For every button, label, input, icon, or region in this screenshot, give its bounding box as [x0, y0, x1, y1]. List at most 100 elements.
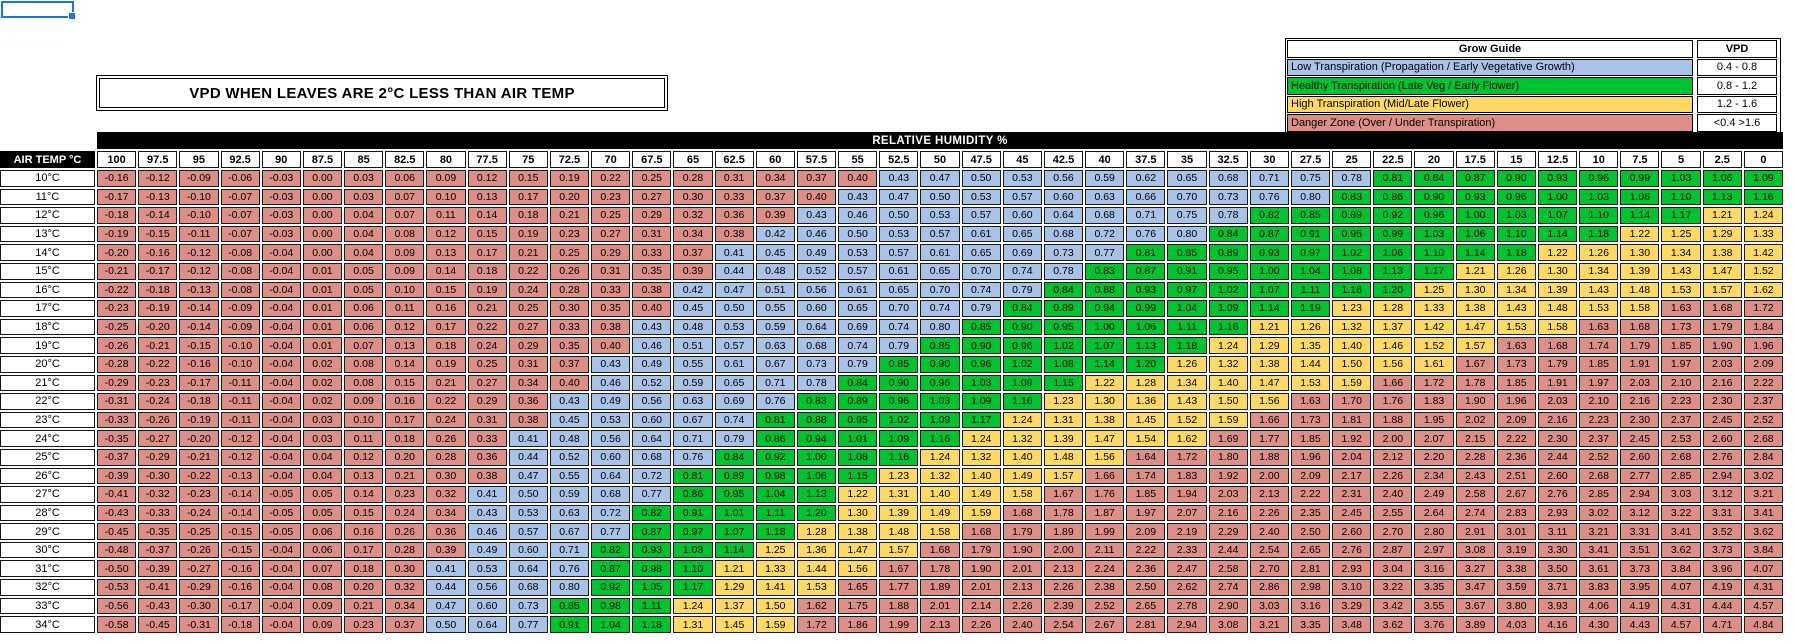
vpd-cell[interactable]: -0.08 — [220, 281, 260, 299]
vpd-cell[interactable]: 0.78 — [796, 374, 837, 392]
vpd-cell[interactable]: 0.95 — [1208, 262, 1248, 280]
vpd-cell[interactable]: -0.29 — [179, 579, 219, 596]
vpd-cell[interactable]: 0.38 — [714, 225, 754, 243]
vpd-cell[interactable]: 1.08 — [838, 448, 878, 466]
vpd-cell[interactable]: 0.23 — [549, 225, 590, 243]
vpd-cell[interactable]: 3.12 — [1702, 486, 1742, 503]
vpd-cell[interactable]: 0.56 — [591, 430, 631, 447]
vpd-cell[interactable]: 2.94 — [1167, 616, 1207, 633]
vpd-cell[interactable]: 0.73 — [1043, 244, 1084, 261]
vpd-cell[interactable]: 0.22 — [591, 170, 631, 187]
vpd-cell[interactable]: 3.31 — [1702, 504, 1742, 522]
vpd-cell[interactable]: 1.03 — [1661, 170, 1701, 187]
vpd-cell[interactable]: -0.04 — [261, 281, 301, 299]
humidity-header[interactable]: 97.5 — [138, 151, 178, 168]
vpd-cell[interactable]: 0.81 — [1373, 170, 1413, 187]
vpd-cell[interactable]: 0.24 — [385, 504, 425, 522]
vpd-cell[interactable]: 1.13 — [1702, 188, 1742, 206]
vpd-cell[interactable]: 1.26 — [1290, 318, 1331, 336]
vpd-cell[interactable]: 1.08 — [1043, 355, 1084, 373]
vpd-cell[interactable]: 0.35 — [549, 337, 590, 354]
vpd-cell[interactable]: -0.17 — [138, 262, 178, 280]
vpd-cell[interactable]: 0.84 — [1414, 170, 1454, 187]
vpd-cell[interactable]: 0.40 — [632, 300, 672, 317]
vpd-cell[interactable]: 0.29 — [591, 244, 631, 261]
vpd-cell[interactable]: 0.59 — [755, 318, 795, 336]
vpd-cell[interactable]: 0.60 — [796, 300, 837, 317]
vpd-cell[interactable]: 0.92 — [1373, 207, 1413, 224]
vpd-cell[interactable]: 2.00 — [1249, 467, 1289, 485]
humidity-header[interactable]: 45 — [1002, 151, 1042, 168]
vpd-cell[interactable]: 1.80 — [1208, 448, 1248, 466]
vpd-cell[interactable]: 2.98 — [1290, 579, 1331, 596]
vpd-cell[interactable]: 1.37 — [714, 597, 754, 615]
vpd-cell[interactable]: 1.47 — [1702, 262, 1742, 280]
vpd-cell[interactable]: 1.35 — [1290, 337, 1331, 354]
vpd-cell[interactable]: 2.53 — [1661, 430, 1701, 447]
vpd-cell[interactable]: 0.91 — [1290, 225, 1331, 243]
air-temp-row-label[interactable]: 18°C — [0, 318, 95, 336]
humidity-header[interactable]: 52.5 — [879, 151, 919, 168]
vpd-cell[interactable]: 0.14 — [467, 207, 507, 224]
vpd-cell[interactable]: 2.81 — [1290, 560, 1331, 578]
vpd-cell[interactable]: 0.90 — [961, 337, 1001, 354]
vpd-cell[interactable]: 0.09 — [344, 393, 384, 410]
vpd-cell[interactable]: 1.62 — [796, 597, 837, 615]
vpd-cell[interactable]: 0.24 — [426, 411, 466, 429]
vpd-cell[interactable]: 0.18 — [508, 207, 548, 224]
vpd-cell[interactable]: -0.04 — [261, 616, 301, 633]
vpd-cell[interactable]: 3.84 — [1743, 541, 1783, 559]
fill-handle[interactable] — [68, 12, 76, 20]
vpd-cell[interactable]: 0.19 — [549, 170, 590, 187]
vpd-cell[interactable]: 0.00 — [302, 244, 343, 261]
vpd-cell[interactable]: 4.19 — [1620, 597, 1660, 615]
vpd-cell[interactable]: 0.44 — [714, 262, 754, 280]
vpd-cell[interactable]: 0.84 — [838, 374, 878, 392]
vpd-cell[interactable]: 2.60 — [1702, 430, 1742, 447]
vpd-cell[interactable]: 0.21 — [508, 244, 548, 261]
vpd-cell[interactable]: 3.08 — [1208, 616, 1248, 633]
humidity-header[interactable]: 70 — [591, 151, 631, 168]
vpd-cell[interactable]: 2.50 — [1290, 523, 1331, 540]
vpd-cell[interactable]: 2.50 — [1126, 579, 1166, 596]
vpd-cell[interactable]: 0.43 — [879, 170, 919, 187]
vpd-cell[interactable]: 2.28 — [1455, 448, 1495, 466]
vpd-cell[interactable]: 3.10 — [1332, 579, 1372, 596]
vpd-cell[interactable]: 4.71 — [1702, 616, 1742, 633]
vpd-cell[interactable]: 2.45 — [1702, 411, 1742, 429]
vpd-cell[interactable]: 3.42 — [1373, 597, 1413, 615]
vpd-cell[interactable]: 2.17 — [1332, 467, 1372, 485]
vpd-cell[interactable]: 0.76 — [1126, 225, 1166, 243]
vpd-cell[interactable]: 2.07 — [1414, 430, 1454, 447]
vpd-cell[interactable]: 1.22 — [1085, 374, 1125, 392]
vpd-cell[interactable]: 1.85 — [1496, 374, 1536, 392]
vpd-cell[interactable]: 0.32 — [673, 207, 713, 224]
vpd-cell[interactable]: -0.29 — [97, 374, 137, 392]
vpd-cell[interactable]: 2.01 — [1002, 560, 1042, 578]
vpd-cell[interactable]: 3.50 — [1537, 560, 1578, 578]
vpd-cell[interactable]: 0.62 — [1126, 170, 1166, 187]
vpd-cell[interactable]: 0.15 — [426, 281, 466, 299]
vpd-cell[interactable]: 1.75 — [838, 597, 878, 615]
vpd-cell[interactable]: 1.57 — [1043, 467, 1084, 485]
vpd-cell[interactable]: 2.85 — [1661, 467, 1701, 485]
vpd-cell[interactable]: 0.12 — [467, 170, 507, 187]
vpd-cell[interactable]: 2.45 — [1332, 504, 1372, 522]
vpd-cell[interactable]: 0.50 — [838, 225, 878, 243]
vpd-cell[interactable]: 2.26 — [1002, 597, 1042, 615]
vpd-cell[interactable]: -0.18 — [97, 207, 137, 224]
vpd-cell[interactable]: 0.66 — [1126, 188, 1166, 206]
vpd-cell[interactable]: 0.94 — [796, 430, 837, 447]
vpd-cell[interactable]: 1.72 — [1167, 448, 1207, 466]
vpd-cell[interactable]: -0.27 — [138, 430, 178, 447]
vpd-cell[interactable]: -0.05 — [261, 504, 301, 522]
vpd-cell[interactable]: 0.34 — [755, 170, 795, 187]
vpd-cell[interactable]: 2.55 — [1373, 504, 1413, 522]
vpd-cell[interactable]: 1.31 — [673, 616, 713, 633]
air-temp-row-label[interactable]: 28°C — [0, 504, 95, 522]
vpd-cell[interactable]: 1.97 — [1126, 504, 1166, 522]
vpd-cell[interactable]: 3.41 — [1661, 523, 1701, 540]
vpd-cell[interactable]: 0.16 — [385, 393, 425, 410]
vpd-cell[interactable]: 2.30 — [1702, 393, 1742, 410]
vpd-cell[interactable]: -0.20 — [179, 430, 219, 447]
